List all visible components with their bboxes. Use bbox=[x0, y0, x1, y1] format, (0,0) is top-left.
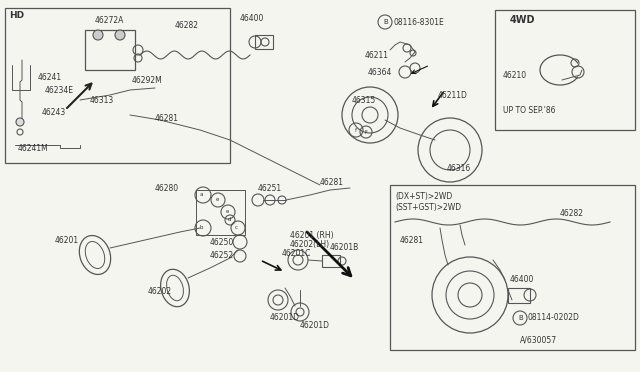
Text: 46234E: 46234E bbox=[45, 86, 74, 94]
Text: 46292M: 46292M bbox=[132, 76, 163, 84]
Text: B: B bbox=[518, 315, 524, 321]
Text: 46282: 46282 bbox=[560, 208, 584, 218]
Text: 46252: 46252 bbox=[210, 250, 234, 260]
Text: 46400: 46400 bbox=[240, 13, 264, 22]
Circle shape bbox=[115, 30, 125, 40]
Text: HD: HD bbox=[9, 10, 24, 19]
Text: F: F bbox=[365, 129, 367, 135]
Text: 46316: 46316 bbox=[447, 164, 471, 173]
Text: B: B bbox=[383, 19, 388, 25]
Circle shape bbox=[93, 30, 103, 40]
Text: e: e bbox=[215, 196, 219, 202]
Text: 08114-0202D: 08114-0202D bbox=[528, 314, 580, 323]
Bar bbox=[390, 185, 635, 350]
Bar bbox=[508, 288, 530, 303]
Text: 46201: 46201 bbox=[55, 235, 79, 244]
Text: 46241: 46241 bbox=[38, 73, 62, 81]
Text: a: a bbox=[199, 192, 203, 196]
Text: d: d bbox=[227, 217, 231, 221]
Text: 46241M: 46241M bbox=[18, 144, 49, 153]
Bar bbox=[322, 255, 340, 267]
Text: 46272A: 46272A bbox=[95, 16, 124, 25]
Text: 46250: 46250 bbox=[210, 237, 234, 247]
Text: 46313: 46313 bbox=[90, 96, 115, 105]
Text: 46282: 46282 bbox=[175, 20, 199, 29]
Text: 46211D: 46211D bbox=[438, 90, 468, 99]
Text: 46315: 46315 bbox=[352, 96, 376, 105]
Text: 46281: 46281 bbox=[320, 177, 344, 186]
Text: 46201D: 46201D bbox=[270, 314, 300, 323]
Bar bbox=[5, 8, 230, 163]
Text: 46281: 46281 bbox=[155, 113, 179, 122]
Text: 46210: 46210 bbox=[503, 71, 527, 80]
Text: (SST+GST)>2WD: (SST+GST)>2WD bbox=[395, 202, 461, 212]
Text: 46364: 46364 bbox=[368, 67, 392, 77]
Text: 46281: 46281 bbox=[400, 235, 424, 244]
Text: e: e bbox=[225, 208, 228, 214]
Text: 46201 (RH): 46201 (RH) bbox=[290, 231, 333, 240]
Text: (DX+ST)>2WD: (DX+ST)>2WD bbox=[395, 192, 452, 201]
Text: UP TO SEP.'86: UP TO SEP.'86 bbox=[503, 106, 556, 115]
Bar bbox=[85, 30, 135, 70]
Text: 46400: 46400 bbox=[510, 276, 534, 285]
Text: 46201C: 46201C bbox=[282, 248, 312, 257]
Text: 46251: 46251 bbox=[258, 183, 282, 192]
Text: 46211: 46211 bbox=[365, 51, 389, 60]
Text: c: c bbox=[234, 224, 237, 230]
Text: b: b bbox=[199, 224, 203, 230]
Text: 46201B: 46201B bbox=[330, 244, 359, 253]
Text: 46201D: 46201D bbox=[300, 321, 330, 330]
Text: 4WD: 4WD bbox=[510, 15, 536, 25]
Text: 46280: 46280 bbox=[155, 183, 179, 192]
Bar bbox=[495, 10, 635, 130]
Text: 46202: 46202 bbox=[148, 288, 172, 296]
Text: 08116-8301E: 08116-8301E bbox=[394, 17, 445, 26]
Text: 46243: 46243 bbox=[42, 108, 67, 116]
Bar bbox=[255, 35, 273, 49]
Text: 46202(LH): 46202(LH) bbox=[290, 240, 330, 248]
Text: f: f bbox=[355, 128, 357, 132]
Text: A/630057: A/630057 bbox=[520, 336, 557, 344]
Circle shape bbox=[16, 118, 24, 126]
